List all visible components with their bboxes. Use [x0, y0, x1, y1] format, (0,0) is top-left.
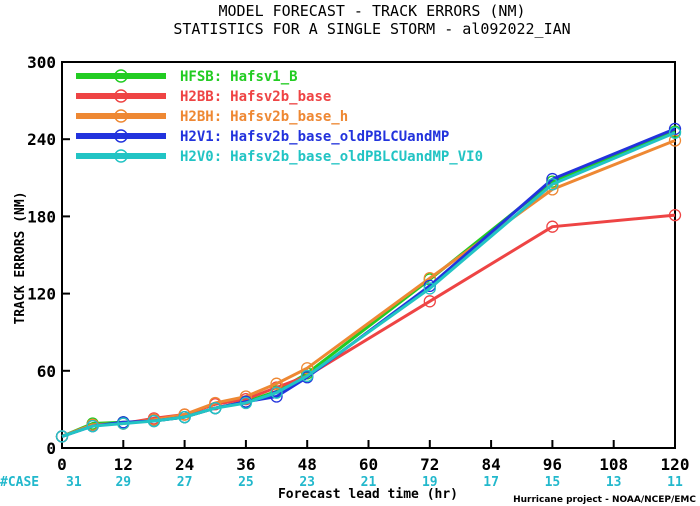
data-point [239, 396, 253, 410]
data-point [668, 122, 682, 136]
x-tick-label: 108 [599, 455, 628, 474]
legend-code: H2V1: [180, 129, 222, 145]
case-count: 17 [483, 475, 499, 490]
case-count: 31 [66, 475, 82, 490]
case-count: 25 [238, 475, 254, 490]
legend-entry: H2V1: Hafsv2b_base_oldPBLCUandMP [180, 129, 449, 145]
legend-code: H2V0: [180, 149, 222, 165]
legend-marker [114, 89, 128, 103]
plot-frame [61, 61, 676, 449]
legend-marker [114, 69, 128, 83]
data-point [86, 419, 99, 433]
data-point [209, 401, 222, 415]
case-count-row: #CASE 31 29 27 25 23 21 19 17 15 13 11 [0, 475, 683, 490]
case-count: 15 [545, 475, 561, 490]
x-tick-label: 24 [175, 455, 194, 474]
series-line-h2v1 [61, 127, 676, 438]
x-tick-label: 12 [114, 455, 133, 474]
case-count: 21 [361, 475, 377, 490]
x-axis-title: Forecast lead time (hr) [278, 487, 458, 502]
x-axis: 0 12 24 36 48 60 72 84 96 108 120 [57, 440, 689, 474]
data-point [178, 410, 191, 424]
x-tick-label: 36 [236, 455, 255, 474]
legend-entry: H2BH: Hafsv2b_base_h [180, 109, 348, 125]
legend-entry: H2V0: Hafsv2b_base_oldPBLCUandMP_VI0 [180, 149, 483, 165]
legend-marker [114, 109, 128, 123]
x-tick-label: 60 [359, 455, 378, 474]
y-tick-label: 0 [46, 439, 56, 458]
case-count: 19 [422, 475, 438, 490]
series-layer [55, 122, 682, 443]
legend-code: H2BH: [180, 109, 222, 125]
y-tick-label: 240 [27, 130, 56, 149]
legend-name: Hafsv2b_base_oldPBLCUandMP_VI0 [230, 149, 483, 165]
legend-name: Hafsv2b_base_oldPBLCUandMP [230, 129, 449, 145]
legend: HFSB: Hafsv1_B H2BB: Hafsv2b_base H2BH: Hafsv… [76, 69, 483, 165]
legend-code: H2BB: [180, 89, 222, 105]
data-point [668, 208, 682, 222]
x-tick-label: 84 [481, 455, 500, 474]
y-axis: 0 60 120 180 240 300 [27, 53, 70, 458]
case-count: 11 [667, 475, 683, 490]
legend-marker [114, 129, 128, 143]
y-axis-title: TRACK ERRORS (NM) [13, 191, 28, 324]
y-tick-label: 300 [27, 53, 56, 72]
chart-title: MODEL FORECAST - TRACK ERRORS (NM) [218, 2, 525, 20]
chart-subtitle: STATISTICS FOR A SINGLE STORM - al092022… [173, 20, 570, 38]
case-count: 27 [177, 475, 193, 490]
legend-entry: HFSB: Hafsv1_B [180, 69, 298, 85]
y-tick-label: 120 [27, 285, 56, 304]
data-point [301, 362, 314, 375]
legend-marker [114, 149, 128, 163]
data-point [423, 272, 436, 285]
legend-name: Hafsv2b_base_h [230, 109, 348, 125]
case-count: 29 [115, 475, 131, 490]
data-point [117, 417, 130, 430]
data-point [546, 178, 559, 191]
data-point [270, 377, 283, 390]
series-line-h2bh [61, 139, 676, 438]
data-point [301, 369, 314, 383]
legend-name: Hafsv2b_base [230, 89, 331, 105]
data-point [423, 282, 436, 295]
case-count: 13 [606, 475, 622, 490]
case-label: #CASE [0, 475, 39, 490]
x-tick-label: 120 [661, 455, 690, 474]
x-tick-label: 96 [543, 455, 562, 474]
data-point [270, 386, 283, 399]
x-tick-label: 72 [420, 455, 439, 474]
data-point [147, 414, 161, 428]
x-tick-label: 48 [298, 455, 317, 474]
credit-text: Hurricane project - NOAA/NCEP/EMC [513, 495, 696, 505]
case-count: 23 [299, 475, 315, 490]
y-tick-label: 180 [27, 207, 56, 226]
legend-entry: H2BB: Hafsv2b_base [180, 89, 331, 105]
data-point [546, 220, 559, 233]
data-point [668, 126, 682, 139]
data-point [55, 430, 69, 443]
data-point [423, 295, 436, 308]
legend-code: HFSB: [180, 69, 222, 85]
legend-name: Hafsv1_B [230, 69, 297, 85]
y-tick-label: 60 [37, 362, 56, 381]
x-tick-label: 0 [57, 455, 67, 474]
